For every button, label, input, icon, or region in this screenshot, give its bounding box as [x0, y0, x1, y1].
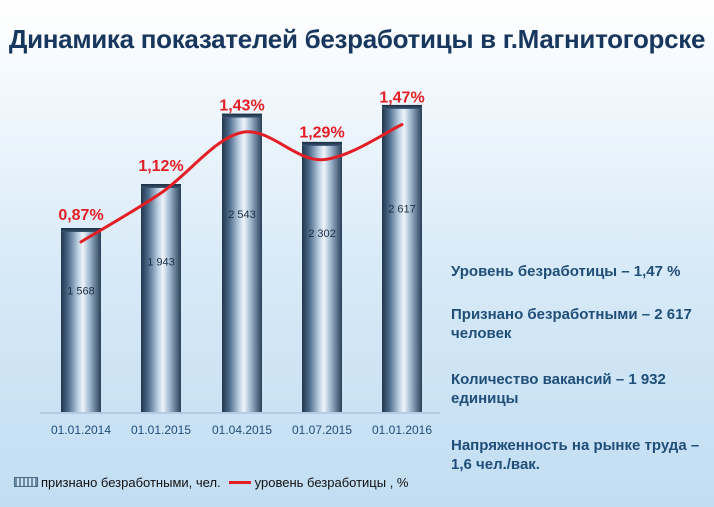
bar-value-label: 2 302: [308, 228, 336, 240]
bar-top-01.01.2015: [141, 184, 181, 189]
bar-value-label: 2 617: [388, 203, 416, 215]
legend-bar-label: признано безработными, чел.: [41, 474, 221, 490]
bar-top-01.04.2015: [222, 113, 262, 118]
bar-01.01.2014: [61, 228, 101, 412]
bar-01.07.2015: [302, 141, 342, 412]
bar-value-label: 2 543: [228, 209, 256, 221]
bar-01.01.2015: [141, 184, 181, 412]
rate-value-label: 1,47%: [379, 90, 424, 107]
bar-value-label: 1 943: [147, 256, 175, 268]
bar-top-01.01.2016: [382, 104, 422, 109]
legend-line-swatch: [228, 480, 251, 484]
x-tick-label: 01.07.2015: [292, 423, 352, 437]
x-tick-label: 01.01.2014: [51, 423, 111, 437]
info-labor-market-tension: Напряженность на рынке труда – 1,6 чел./…: [451, 437, 700, 473]
chart-legend: признано безработными, чел. уровень безр…: [14, 473, 408, 491]
info-unemployment-rate: Уровень безработицы – 1,47 %: [451, 263, 681, 280]
chart-title: Динамика показателей безработицы в г.Маг…: [8, 24, 706, 54]
info-recognized-unemployed: Признано безработными – 2 617 человек: [451, 306, 692, 342]
x-tick-label: 01.04.2015: [212, 423, 272, 437]
bar-top-01.07.2015: [302, 141, 342, 146]
rate-value-label: 1,43%: [219, 97, 264, 114]
bar-value-label: 1 568: [67, 286, 95, 298]
rate-value-label: 0,87%: [58, 207, 103, 224]
x-tick-label: 01.01.2015: [131, 423, 191, 437]
bar-top-01.01.2014: [61, 228, 101, 233]
bar-01.04.2015: [222, 113, 262, 412]
legend-bar-swatch: [14, 477, 38, 487]
rate-value-label: 1,12%: [138, 158, 183, 175]
rate-value-label: 1,29%: [299, 125, 344, 142]
bar-01.01.2016: [382, 104, 422, 413]
x-tick-label: 01.01.2016: [372, 423, 432, 437]
info-vacancies: Количество вакансий – 1 932 единицы: [451, 371, 666, 407]
unemployment-rate-line: [79, 123, 404, 244]
legend-line-label: уровень безработицы , %: [254, 474, 409, 490]
